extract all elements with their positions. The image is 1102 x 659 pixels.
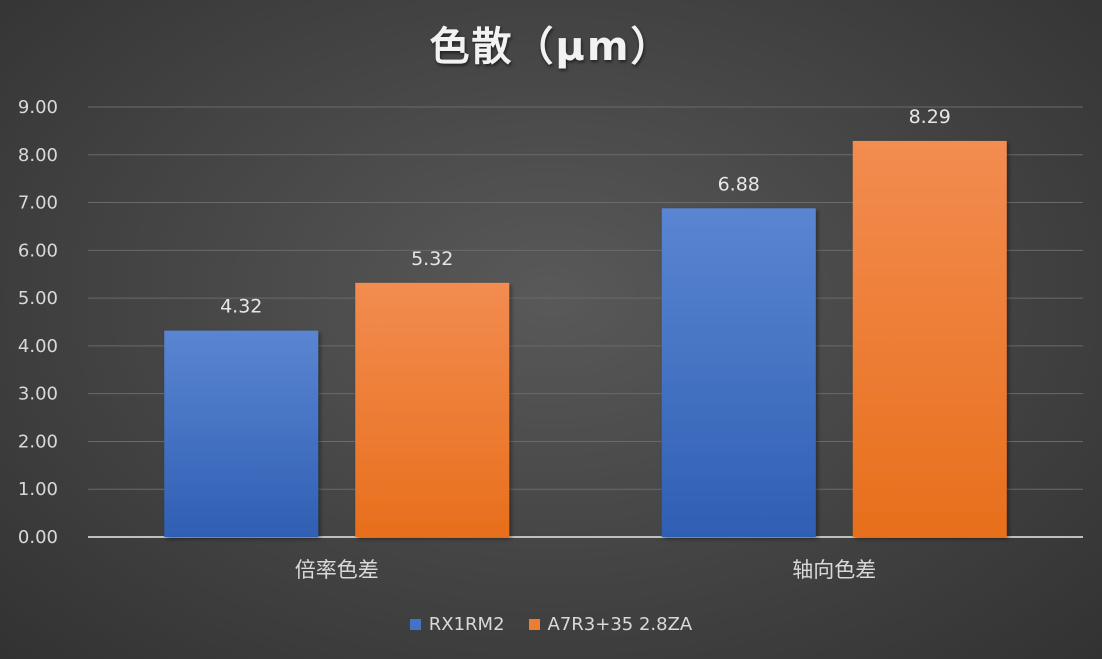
legend-label-series-1: RX1RM2 xyxy=(428,614,505,635)
y-tick-label: 2.00 xyxy=(18,431,58,452)
data-label: 8.29 xyxy=(909,106,951,128)
y-tick-label: 3.00 xyxy=(18,384,58,405)
legend-swatch-series-2 xyxy=(528,619,540,630)
legend-item-series-2: A7R3+35 2.8ZA xyxy=(528,614,693,635)
y-tick-label: 7.00 xyxy=(18,193,58,214)
legend: RX1RM2 A7R3+35 2.8ZA xyxy=(0,614,1102,635)
data-label: 6.88 xyxy=(718,173,760,195)
y-tick-label: 0.00 xyxy=(18,527,58,548)
y-tick-label: 4.00 xyxy=(18,336,58,357)
chart-title: 色散（μm） xyxy=(429,24,673,70)
legend-label-series-2: A7R3+35 2.8ZA xyxy=(547,614,693,635)
legend-item-series-1: RX1RM2 xyxy=(409,614,505,635)
data-label: 5.32 xyxy=(411,248,453,270)
bar-series-1-cat-1 xyxy=(164,330,319,537)
legend-swatch-series-1 xyxy=(409,619,421,630)
y-tick-label: 5.00 xyxy=(18,288,58,309)
y-tick-label: 1.00 xyxy=(18,479,58,500)
x-tick-label: 轴向色差 xyxy=(792,558,876,582)
bar-series-1-cat-2 xyxy=(661,208,816,538)
y-tick-label: 9.00 xyxy=(18,97,58,118)
x-tick-label: 倍率色差 xyxy=(295,558,379,582)
bar-series-2-cat-2 xyxy=(852,140,1007,537)
bar-series-2-cat-1 xyxy=(355,282,510,537)
y-tick-label: 8.00 xyxy=(18,145,58,166)
y-tick-label: 6.00 xyxy=(18,240,58,261)
data-label: 4.32 xyxy=(220,296,262,318)
